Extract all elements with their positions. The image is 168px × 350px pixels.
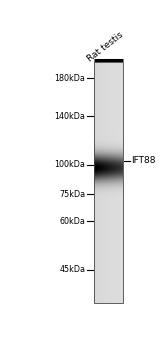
- Text: 75kDa: 75kDa: [59, 190, 86, 199]
- Bar: [94, 62, 123, 303]
- Text: 45kDa: 45kDa: [59, 265, 86, 274]
- Text: 100kDa: 100kDa: [55, 160, 86, 169]
- Text: 140kDa: 140kDa: [55, 112, 86, 121]
- Text: IFT88: IFT88: [131, 156, 156, 165]
- Text: Rat testis: Rat testis: [86, 30, 125, 63]
- Text: 180kDa: 180kDa: [55, 74, 86, 83]
- Text: 60kDa: 60kDa: [60, 217, 86, 226]
